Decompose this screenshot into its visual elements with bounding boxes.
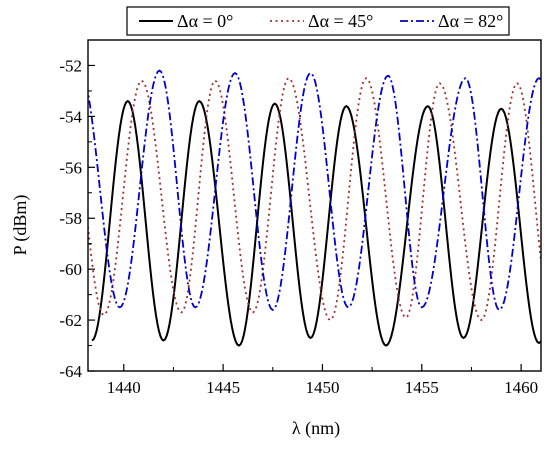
x-tick-label: 1440	[107, 378, 141, 397]
series-line-2	[88, 77, 541, 322]
x-tick-label: 1460	[504, 378, 538, 397]
x-tick-label: 1450	[305, 378, 339, 397]
series-line-3	[88, 69, 541, 311]
x-tick-label: 1455	[405, 378, 439, 397]
y-tick-label: -52	[59, 56, 82, 75]
legend: Δα = 0° Δα = 45° Δα = 82°	[126, 6, 510, 36]
y-tick-label: -54	[59, 107, 82, 126]
series-layer	[88, 69, 541, 347]
y-tick-label: -58	[59, 209, 82, 228]
plot-frame	[87, 39, 542, 372]
x-tick-label: 1445	[206, 378, 240, 397]
y-tick-label: -60	[59, 260, 82, 279]
legend-box	[126, 6, 510, 36]
y-tick-label: -62	[59, 311, 82, 330]
series-line-1	[91, 99, 541, 347]
ticks-layer: 1440 1445 1450 1455 1460 -64 -62 -60 -58 -56 -54 -5…	[59, 39, 538, 397]
x-axis-title: λ (nm)	[292, 418, 340, 439]
y-tick-label: -64	[59, 362, 82, 381]
y-axis-title: P (dBm)	[10, 195, 31, 256]
legend-label-3: Δα = 82°	[438, 11, 503, 31]
legend-label-2: Δα = 45°	[308, 11, 373, 31]
legend-label-1: Δα = 0°	[177, 11, 233, 31]
y-tick-label: -56	[59, 158, 82, 177]
